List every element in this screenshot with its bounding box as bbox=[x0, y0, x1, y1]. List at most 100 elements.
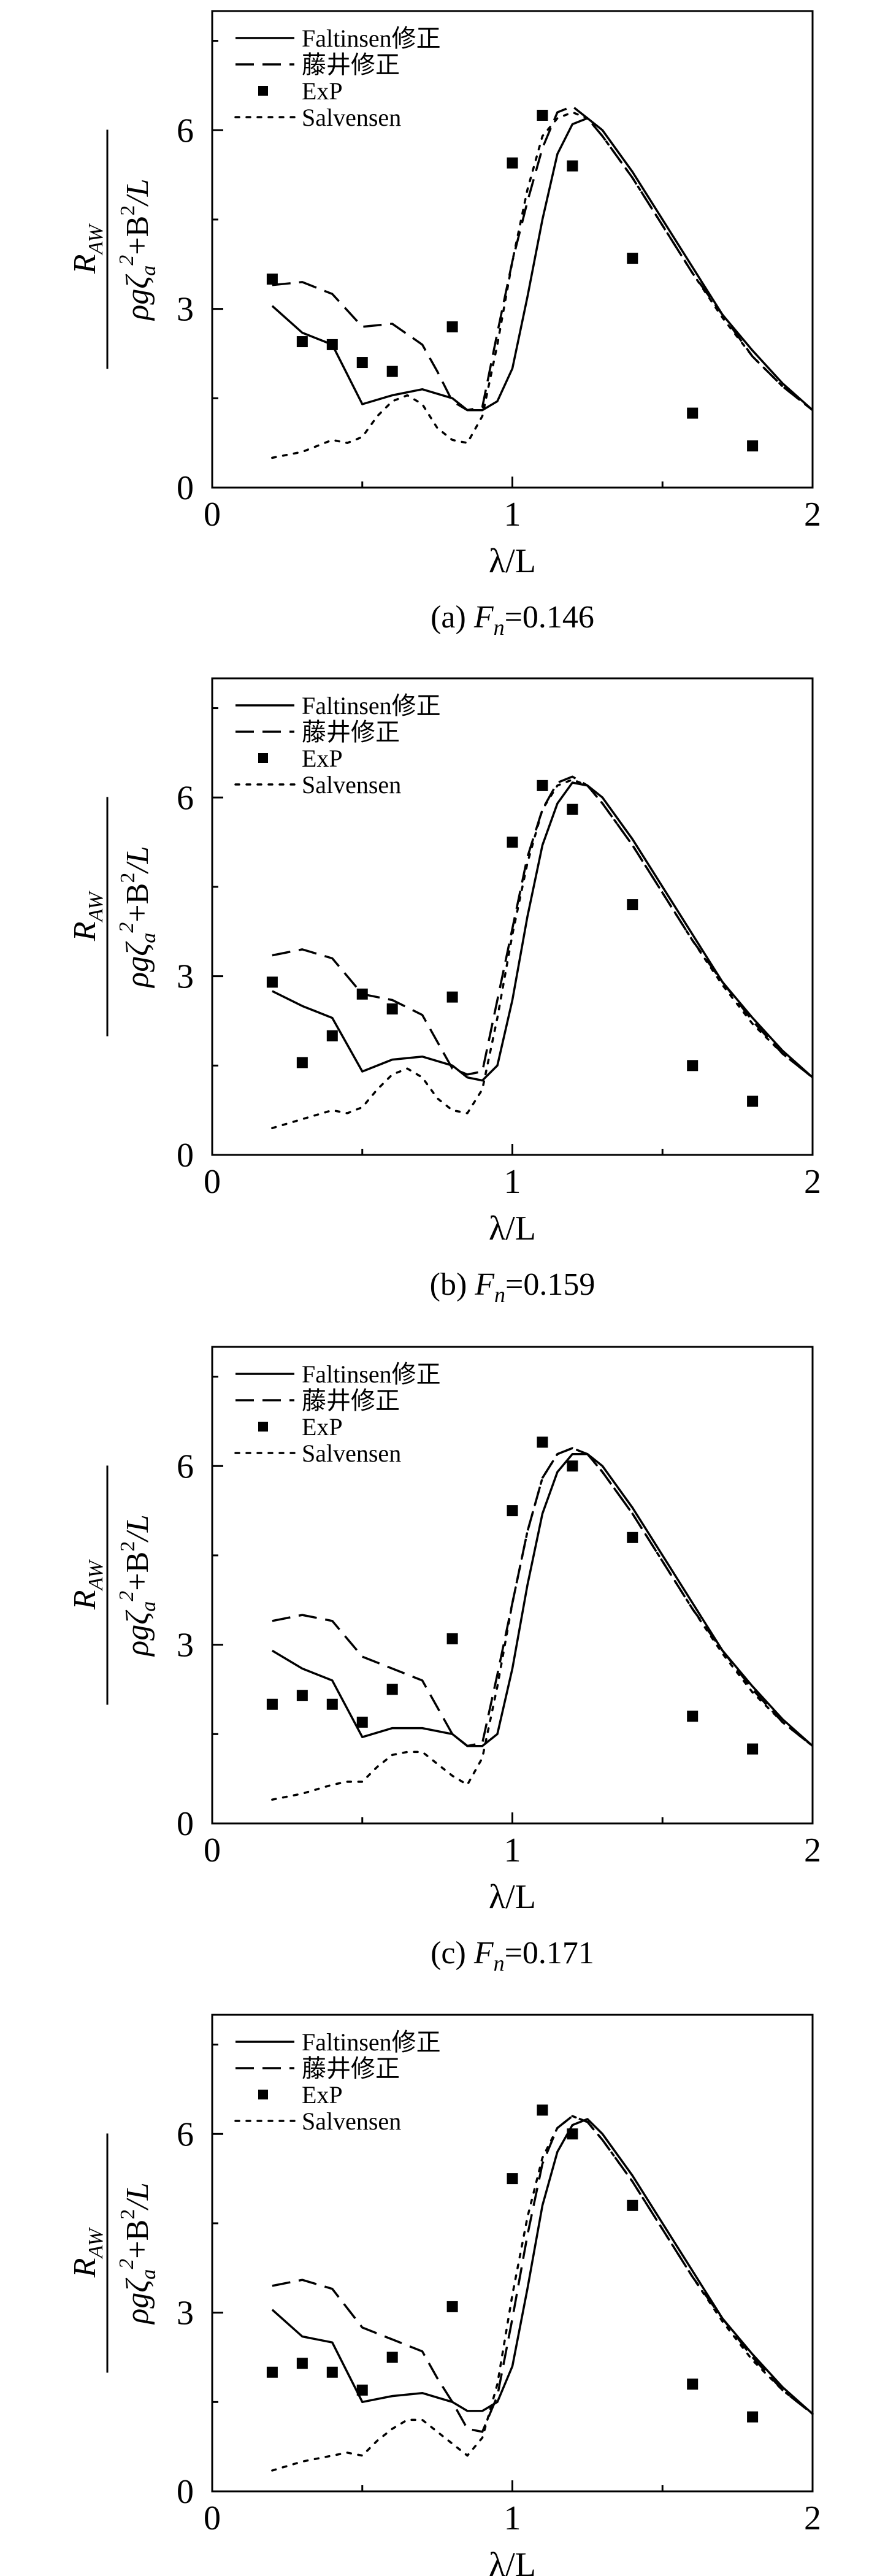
y-label-denominator-tail: /L bbox=[120, 178, 155, 207]
y-tick-label: 0 bbox=[177, 1137, 194, 1175]
data-point-exp bbox=[687, 407, 699, 419]
y-label-denominator-sup: 2 bbox=[115, 2259, 138, 2269]
y-label-numerator-main: R bbox=[67, 2258, 102, 2279]
data-point-exp bbox=[446, 1633, 458, 1644]
legend-label: ExP bbox=[302, 1413, 343, 1441]
data-point-exp bbox=[386, 1684, 398, 1695]
caption-prefix: (c) bbox=[431, 1936, 474, 1971]
data-point-exp bbox=[687, 1060, 699, 1071]
data-point-exp bbox=[266, 2366, 278, 2378]
legend-marker-exp bbox=[258, 753, 268, 763]
caption-value: =0.171 bbox=[505, 1936, 594, 1971]
data-point-exp bbox=[296, 336, 308, 348]
data-point-exp bbox=[567, 160, 578, 172]
y-label-denominator: ρgζa2+B2/L bbox=[115, 2182, 160, 2325]
y-tick-label: 3 bbox=[177, 958, 194, 996]
y-label-numerator-main: R bbox=[67, 922, 102, 942]
data-point-exp bbox=[266, 1698, 278, 1710]
caption-variable: F bbox=[473, 600, 494, 635]
y-label-denominator-sup2: 2 bbox=[117, 2209, 139, 2220]
data-point-exp bbox=[537, 780, 548, 791]
y-tick-label: 6 bbox=[177, 779, 194, 817]
panel-caption: (a) Fn=0.146 bbox=[431, 600, 594, 640]
legend-label: Salvensen bbox=[302, 1439, 401, 1467]
y-label-numerator-sub: AW bbox=[85, 223, 107, 256]
data-point-exp bbox=[537, 109, 548, 121]
series-line-solid bbox=[271, 117, 814, 412]
y-label-denominator: ρgζa2+B2/L bbox=[115, 1514, 160, 1657]
y-label-denominator-main: ρgζ bbox=[120, 941, 155, 989]
series-line-dotted bbox=[271, 778, 814, 1130]
y-label-denominator-sub: a bbox=[137, 1601, 160, 1612]
data-point-exp bbox=[747, 2411, 759, 2423]
legend-label: Faltinsen修正 bbox=[302, 692, 441, 719]
y-label-denominator-plus: +B bbox=[120, 216, 155, 255]
x-tick-label: 1 bbox=[504, 1163, 521, 1201]
x-tick-label: 1 bbox=[504, 1831, 521, 1869]
y-label-denominator: ρgζa2+B2/L bbox=[115, 846, 160, 988]
y-label-denominator-sub: a bbox=[137, 2269, 160, 2280]
legend-label: 藤井修正 bbox=[302, 718, 400, 746]
series-line-dotted bbox=[271, 1447, 814, 1801]
y-label-denominator-sup: 2 bbox=[115, 922, 138, 933]
legend-label: ExP bbox=[302, 745, 343, 772]
series-line-dashed bbox=[272, 2115, 814, 2433]
y-label-denominator-sup: 2 bbox=[115, 1591, 138, 1601]
legend-label: 藤井修正 bbox=[302, 1387, 400, 1414]
x-tick-label: 0 bbox=[204, 1163, 221, 1201]
caption-subscript: n bbox=[494, 1282, 505, 1307]
y-label-denominator-tail: /L bbox=[120, 2182, 155, 2210]
y-label-numerator: RAW bbox=[67, 2227, 107, 2278]
y-label-denominator-main: ρgζ bbox=[120, 274, 155, 321]
data-point-exp bbox=[356, 2384, 368, 2396]
series-line-solid bbox=[271, 2118, 814, 2415]
y-label-denominator-sub: a bbox=[137, 266, 160, 276]
x-tick-label: 0 bbox=[204, 1831, 221, 1869]
x-tick-label: 2 bbox=[804, 1163, 821, 1201]
y-tick-label: 6 bbox=[177, 2115, 194, 2153]
data-point-exp bbox=[356, 988, 368, 1000]
data-point-exp bbox=[627, 1531, 638, 1543]
y-label-denominator-tail: /L bbox=[120, 1514, 155, 1543]
legend-marker-exp bbox=[258, 2090, 268, 2099]
y-label-denominator-plus: +B bbox=[120, 2220, 155, 2259]
y-label-denominator-sub: a bbox=[137, 933, 160, 943]
data-point-exp bbox=[296, 1690, 308, 1701]
y-label-denominator-main: ρgζ bbox=[120, 2278, 155, 2325]
y-tick-label: 6 bbox=[177, 1447, 194, 1485]
y-label-numerator: RAW bbox=[67, 223, 107, 274]
panel-caption: (c) Fn=0.171 bbox=[431, 1936, 594, 1976]
y-tick-label: 3 bbox=[177, 1627, 194, 1665]
series-line-dotted bbox=[271, 2115, 814, 2472]
legend-marker-exp bbox=[258, 1422, 268, 1432]
caption-prefix: (a) bbox=[431, 600, 474, 635]
x-tick-label: 0 bbox=[204, 2499, 221, 2537]
y-label-denominator: ρgζa2+B2/L bbox=[115, 178, 160, 321]
data-point-exp bbox=[687, 2379, 699, 2390]
data-point-exp bbox=[356, 1716, 368, 1728]
data-point-exp bbox=[446, 991, 458, 1003]
x-tick-label: 2 bbox=[804, 1831, 821, 1869]
caption-variable: F bbox=[473, 1936, 494, 1971]
y-tick-label: 0 bbox=[177, 1805, 194, 1843]
y-tick-label: 6 bbox=[177, 112, 194, 150]
panel-caption: (b) Fn=0.159 bbox=[430, 1267, 595, 1307]
y-label-denominator-sup2: 2 bbox=[117, 205, 139, 216]
data-point-exp bbox=[627, 253, 638, 264]
y-label-denominator-sup2: 2 bbox=[117, 873, 139, 883]
x-tick-label: 2 bbox=[804, 496, 821, 534]
data-point-exp bbox=[537, 1436, 548, 1448]
legend-label: 藤井修正 bbox=[302, 2055, 400, 2082]
data-point-exp bbox=[567, 1460, 578, 1472]
series-line-solid bbox=[272, 1453, 814, 1747]
data-point-exp bbox=[627, 899, 638, 911]
x-tick-label: 1 bbox=[504, 496, 521, 534]
y-tick-label: 0 bbox=[177, 2473, 194, 2511]
data-point-exp bbox=[386, 2352, 398, 2363]
data-point-exp bbox=[567, 803, 578, 815]
data-point-exp bbox=[747, 1095, 759, 1107]
y-label-numerator-main: R bbox=[67, 255, 102, 275]
